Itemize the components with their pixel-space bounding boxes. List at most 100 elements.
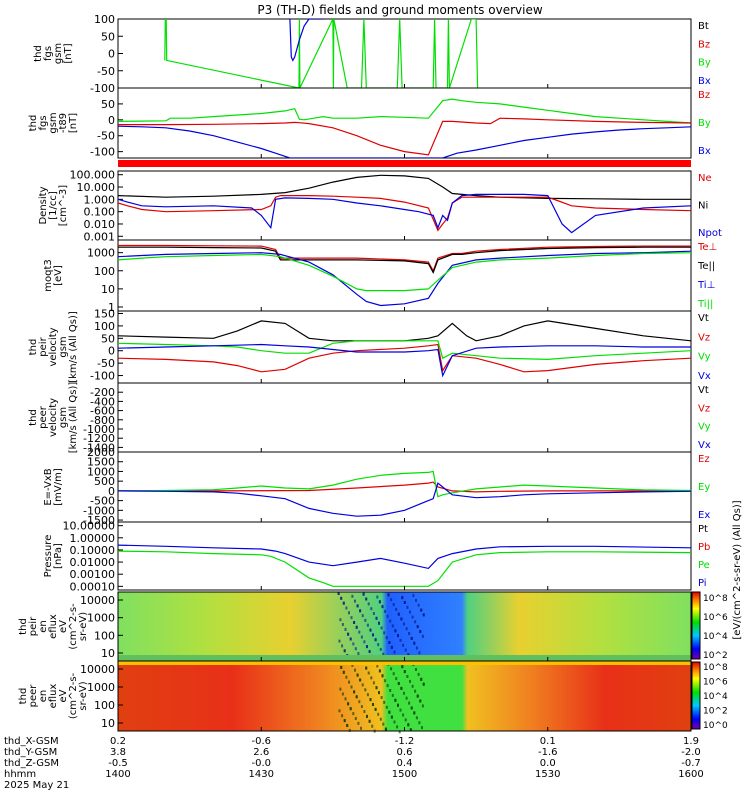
spectrogram-speckle <box>420 608 423 612</box>
spectrogram-speckle <box>378 621 380 625</box>
y-axis-label: fgs <box>43 46 54 61</box>
spectrogram-speckle <box>386 684 389 688</box>
spectrogram-speckle <box>349 637 352 641</box>
panel-fgs-gsm: 100 50 0 -50 -100 thd fgs gsm [nT] Bt Bz By Bx <box>33 13 711 95</box>
y-axis-label: [nT] <box>63 43 74 63</box>
legend-Pi: Pi <box>698 578 707 589</box>
spectrogram-speckle <box>376 664 379 668</box>
spectrogram-speckle <box>363 710 366 713</box>
spectrogram-speckle <box>405 696 408 700</box>
series-Bx <box>118 125 691 158</box>
spectrogram-speckle <box>342 601 345 605</box>
y-tick-label: 100 <box>94 320 115 333</box>
spectrogram-speckle <box>352 712 355 716</box>
series-Npot <box>118 193 691 234</box>
y-axis-label: gsm <box>58 336 69 357</box>
y-axis-label: peer <box>38 405 49 429</box>
y-axis-label: Density <box>38 186 49 224</box>
x-row-value: 1530 <box>535 769 560 780</box>
panel-density: 100.00010.0001.0000.1000.0100.001 Density… <box>38 169 722 244</box>
spectrogram-speckle <box>388 641 391 644</box>
y-axis-label: eflux <box>48 614 59 639</box>
spectrogram-speckle <box>340 596 343 600</box>
spectrogram-speckle <box>410 636 413 640</box>
y-tick-label: 500 <box>94 475 115 488</box>
colorbar-electron <box>691 661 701 730</box>
spectrogram-speckle <box>392 603 395 606</box>
spectrogram-speckle <box>399 638 402 642</box>
spectrogram-speckle <box>411 684 414 688</box>
x-row-value: 1400 <box>105 769 130 780</box>
spectrogram-speckle <box>398 730 401 734</box>
colorbar-tick-label: 10^4 <box>703 692 728 702</box>
spectrogram-speckle <box>378 669 381 673</box>
x-row-value: -0.7 <box>681 758 701 769</box>
y-axis-label: [km/s (All Qs)] <box>68 311 79 383</box>
spectrogram-speckle <box>419 699 422 703</box>
y-axis-label: (cm^2-s- <box>68 672 79 719</box>
spectrogram-speckle <box>370 676 373 680</box>
spectrogram-speckle <box>390 645 393 649</box>
y-tick-label: 10 <box>101 283 115 296</box>
spectrogram-speckle <box>354 717 357 720</box>
spectrogram-speckle <box>342 670 345 674</box>
spectrogram-speckle <box>394 698 397 702</box>
legend-Ex: Ex <box>698 510 710 521</box>
y-axis-label: eV <box>58 620 69 633</box>
spectrogram-speckle <box>348 680 350 684</box>
spectrogram-speckle <box>349 707 352 711</box>
spectrogram-speckle <box>358 630 361 634</box>
spectrogram-speckle <box>374 638 377 642</box>
y-tick-label: 1.000 <box>84 193 116 206</box>
spectrogram-speckle <box>391 624 394 628</box>
spectrogram-speckle <box>359 609 362 613</box>
y-axis-label: velocity <box>48 398 59 437</box>
spectrogram-speckle <box>347 702 350 706</box>
x-row-label: thd_Y-GSM <box>4 747 57 758</box>
legend-Vy: Vy <box>698 422 711 433</box>
x-row-value: -2.0 <box>681 747 701 758</box>
spectrogram-speckle <box>385 636 388 640</box>
y-axis-label: [cm^-3] <box>58 185 69 226</box>
legend-Ez: Ez <box>698 454 710 465</box>
spectrogram-speckle <box>409 728 412 732</box>
y-axis-label: velocity <box>48 327 59 366</box>
colorbar-tick-label: 10^2 <box>703 707 728 717</box>
y-tick-label: -1000 <box>83 423 115 436</box>
spectrogram-speckle <box>382 722 385 726</box>
spectrogram-speckle <box>369 628 372 632</box>
series-Ex <box>118 482 691 517</box>
x-row-value: 1430 <box>249 769 274 780</box>
spectrogram-speckle <box>355 695 358 699</box>
divider-band <box>118 160 691 167</box>
x-row-label: thd_X-GSM <box>4 736 59 747</box>
spectrogram-speckle <box>364 618 367 622</box>
legend-By: By <box>698 58 711 69</box>
spectrogram-speckle <box>384 679 387 683</box>
spectrogram-speckle <box>390 598 393 602</box>
spectrogram-speckle <box>354 599 356 603</box>
spectrogram-speckle <box>348 728 351 732</box>
spectrogram-speckle <box>378 600 381 604</box>
legend-Vt: Vt <box>698 385 709 396</box>
x-row-value: -0.6 <box>251 736 271 747</box>
y-tick-label: 0 <box>108 48 115 61</box>
spectrogram-speckle <box>409 679 411 683</box>
spectrogram-speckle <box>360 726 362 730</box>
y-axis-label: peir <box>38 336 49 356</box>
spectrogram-speckle <box>422 613 425 617</box>
y-axis-label: [nT] <box>68 113 79 133</box>
spectrogram-speckle <box>383 700 386 704</box>
spectrogram-speckle <box>384 727 387 731</box>
spectrogram-speckle <box>339 618 342 622</box>
legend-Bz: Bz <box>698 90 710 101</box>
spectrogram-speckle <box>415 646 418 650</box>
y-axis-label: fgs <box>38 115 49 130</box>
series-Ni <box>118 174 691 200</box>
series-By <box>118 98 691 124</box>
spectrogram-speckle <box>338 639 341 643</box>
y-tick-label: 150 <box>94 307 115 320</box>
legend-By: By <box>698 118 711 129</box>
y-tick-label: -600 <box>90 405 115 418</box>
